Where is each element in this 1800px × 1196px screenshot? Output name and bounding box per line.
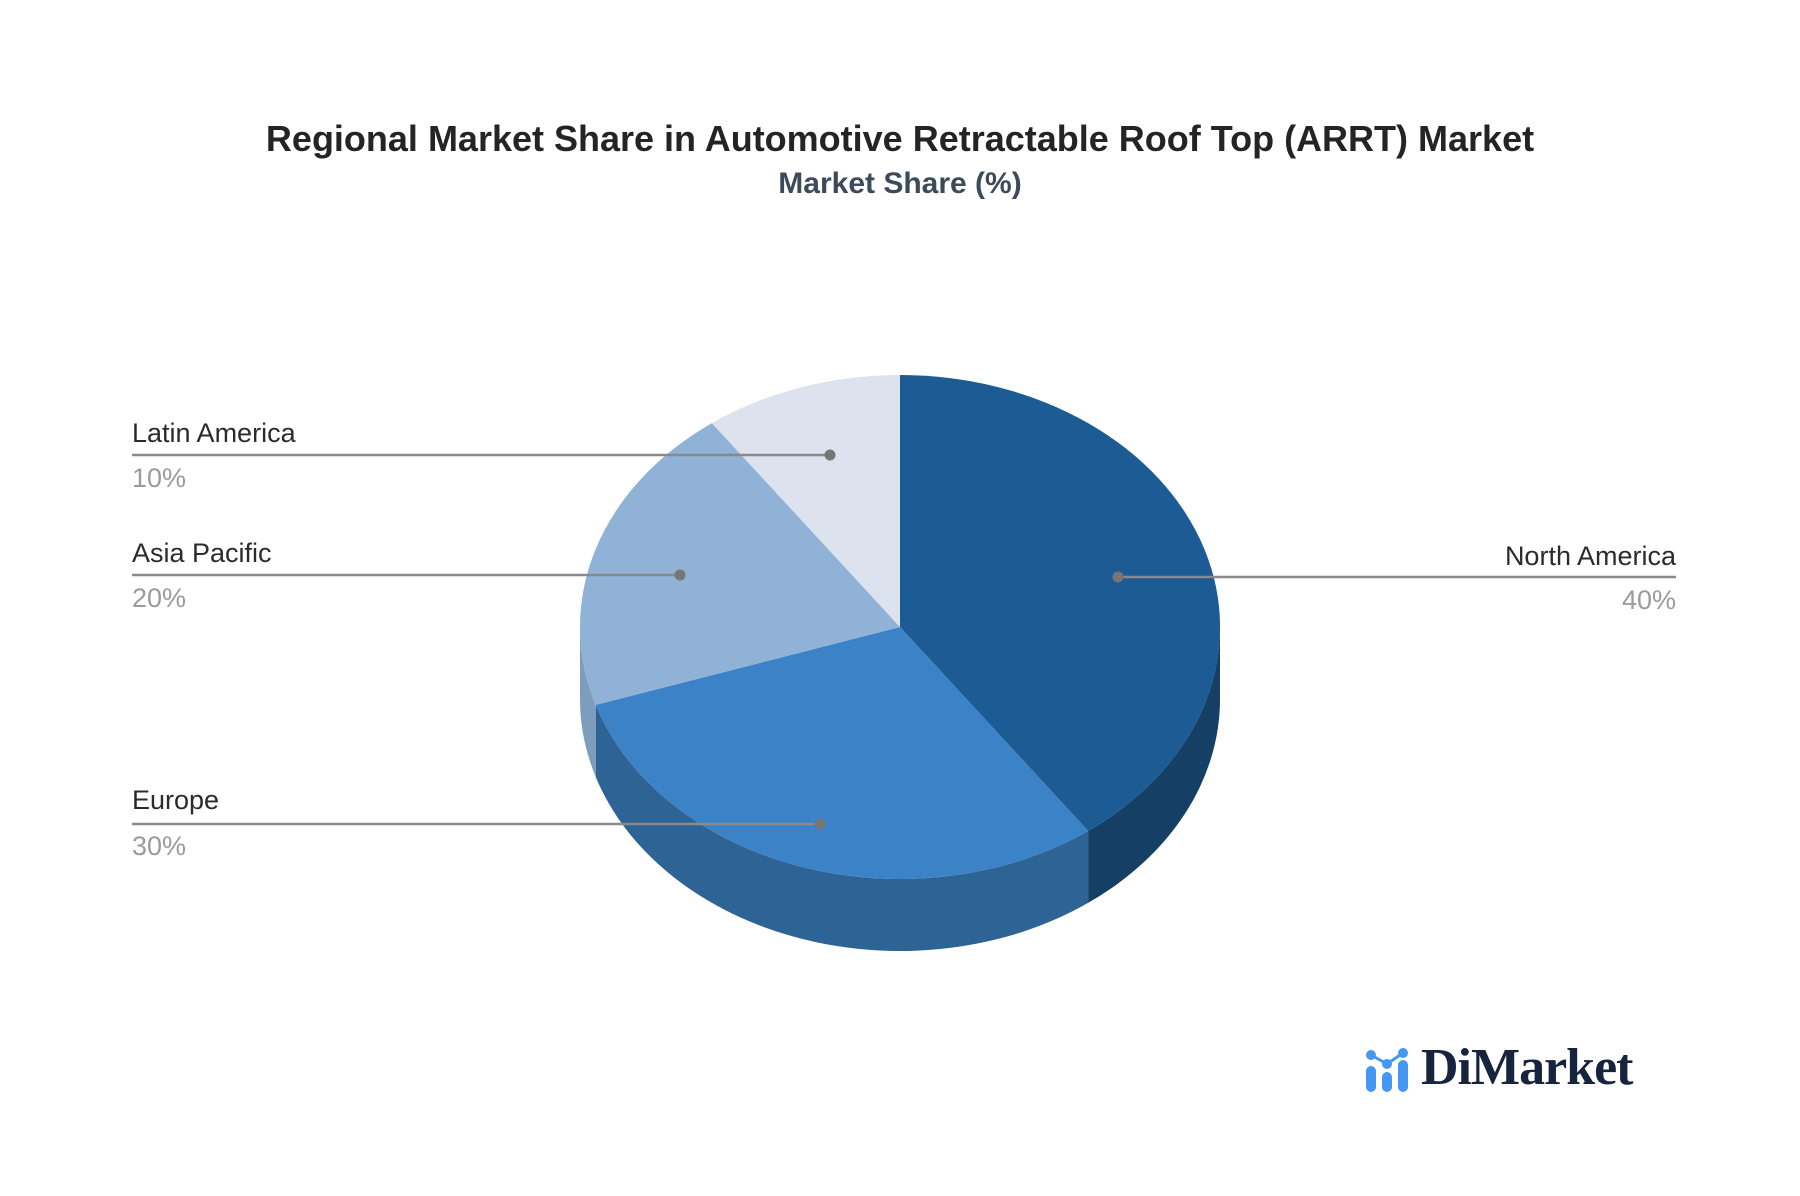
slice-value-asia-pacific: 20% [132, 583, 187, 613]
leader-dot-asia-pacific [674, 569, 686, 581]
chart-title: Regional Market Share in Automotive Retr… [265, 118, 1535, 159]
pie-slice-europe[interactable] [595, 627, 1089, 880]
slice-value-north-america: 40% [1621, 585, 1676, 615]
slice-value-europe: 30% [132, 831, 187, 861]
leader-dot-europe [814, 818, 826, 830]
pie-slice-north-america[interactable] [900, 375, 1221, 831]
brand-logo: DiMarket [1364, 1039, 1633, 1096]
pie-slice-side-north-america [1088, 627, 1221, 903]
slice-value-latin-america: 10% [132, 463, 187, 493]
leader-dot-latin-america [824, 449, 836, 461]
pie-slice-side-asia-pacific [580, 627, 596, 777]
pie-slice-side-europe [595, 704, 1089, 952]
slice-label-asia-pacific: Asia Pacific [132, 538, 272, 568]
brand-logo-text: DiMarket [1421, 1039, 1633, 1096]
slice-label-north-america: North America [1504, 541, 1676, 571]
leader-dot-north-america [1112, 571, 1124, 583]
pie-slice-latin-america[interactable] [711, 374, 900, 627]
bar-line-chart-icon [1366, 1048, 1408, 1092]
chart-subtitle: Market Share (%) [778, 167, 1022, 200]
slice-label-latin-america: Latin America [132, 418, 296, 448]
slice-label-europe: Europe [132, 785, 220, 815]
pie-slice-asia-pacific[interactable] [580, 423, 900, 705]
